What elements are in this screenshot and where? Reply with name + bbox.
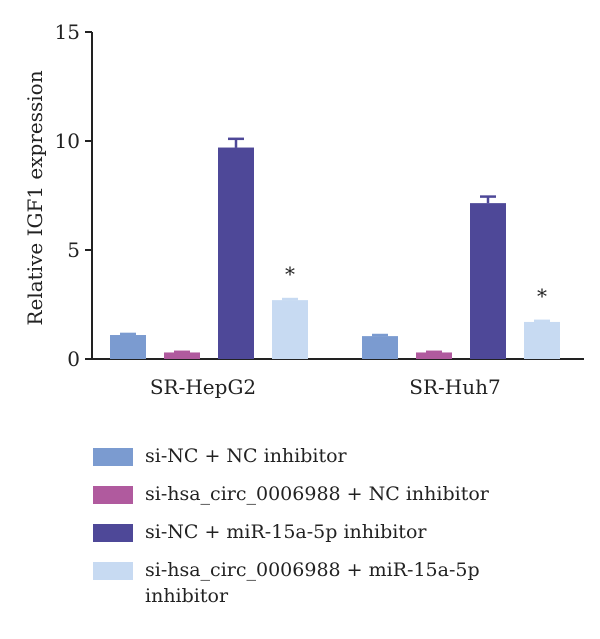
legend-item: si-NC + miR-15a-5p inhibitor: [93, 519, 593, 557]
y-tick-label: 0: [67, 347, 80, 371]
significance-marker: *: [285, 262, 295, 286]
category-labels: SR-HepG2 SR-Huh7: [150, 375, 501, 399]
legend-swatch: [93, 448, 133, 466]
x-tick-label: SR-Huh7: [409, 375, 500, 399]
bar: [362, 336, 398, 359]
significance-marker: *: [537, 284, 547, 308]
legend-swatch: [93, 562, 133, 580]
y-tick-label: 10: [55, 129, 80, 153]
legend-item: si-hsa_circ_0006988 + miR-15a-5p inhibit…: [93, 557, 593, 617]
legend-swatch: [93, 486, 133, 504]
legend-item: si-NC + NC inhibitor: [93, 443, 593, 481]
legend-label: si-hsa_circ_0006988 + NC inhibitor: [145, 483, 489, 505]
legend-label: si-NC + miR-15a-5p inhibitor: [145, 521, 427, 543]
bar: [470, 203, 506, 359]
bar: [524, 321, 560, 359]
bar: [110, 335, 146, 359]
legend-label: si-NC + NC inhibitor: [145, 445, 347, 467]
bar: [416, 352, 452, 359]
y-tick-label: 15: [55, 20, 80, 44]
legend-item: si-hsa_circ_0006988 + NC inhibitor: [93, 481, 593, 519]
y-axis-title: Relative IGF1 expression: [23, 70, 47, 325]
legend-label: si-hsa_circ_0006988 + miR-15a-5p inhibit…: [145, 559, 480, 607]
legend: si-NC + NC inhibitor si-hsa_circ_0006988 …: [93, 443, 593, 617]
bar: [164, 352, 200, 359]
y-tick-label: 5: [67, 238, 80, 262]
bar: [272, 300, 308, 359]
legend-swatch: [93, 524, 133, 542]
x-tick-label: SR-HepG2: [150, 375, 256, 399]
bar: [218, 147, 254, 359]
bars: **: [110, 137, 560, 359]
